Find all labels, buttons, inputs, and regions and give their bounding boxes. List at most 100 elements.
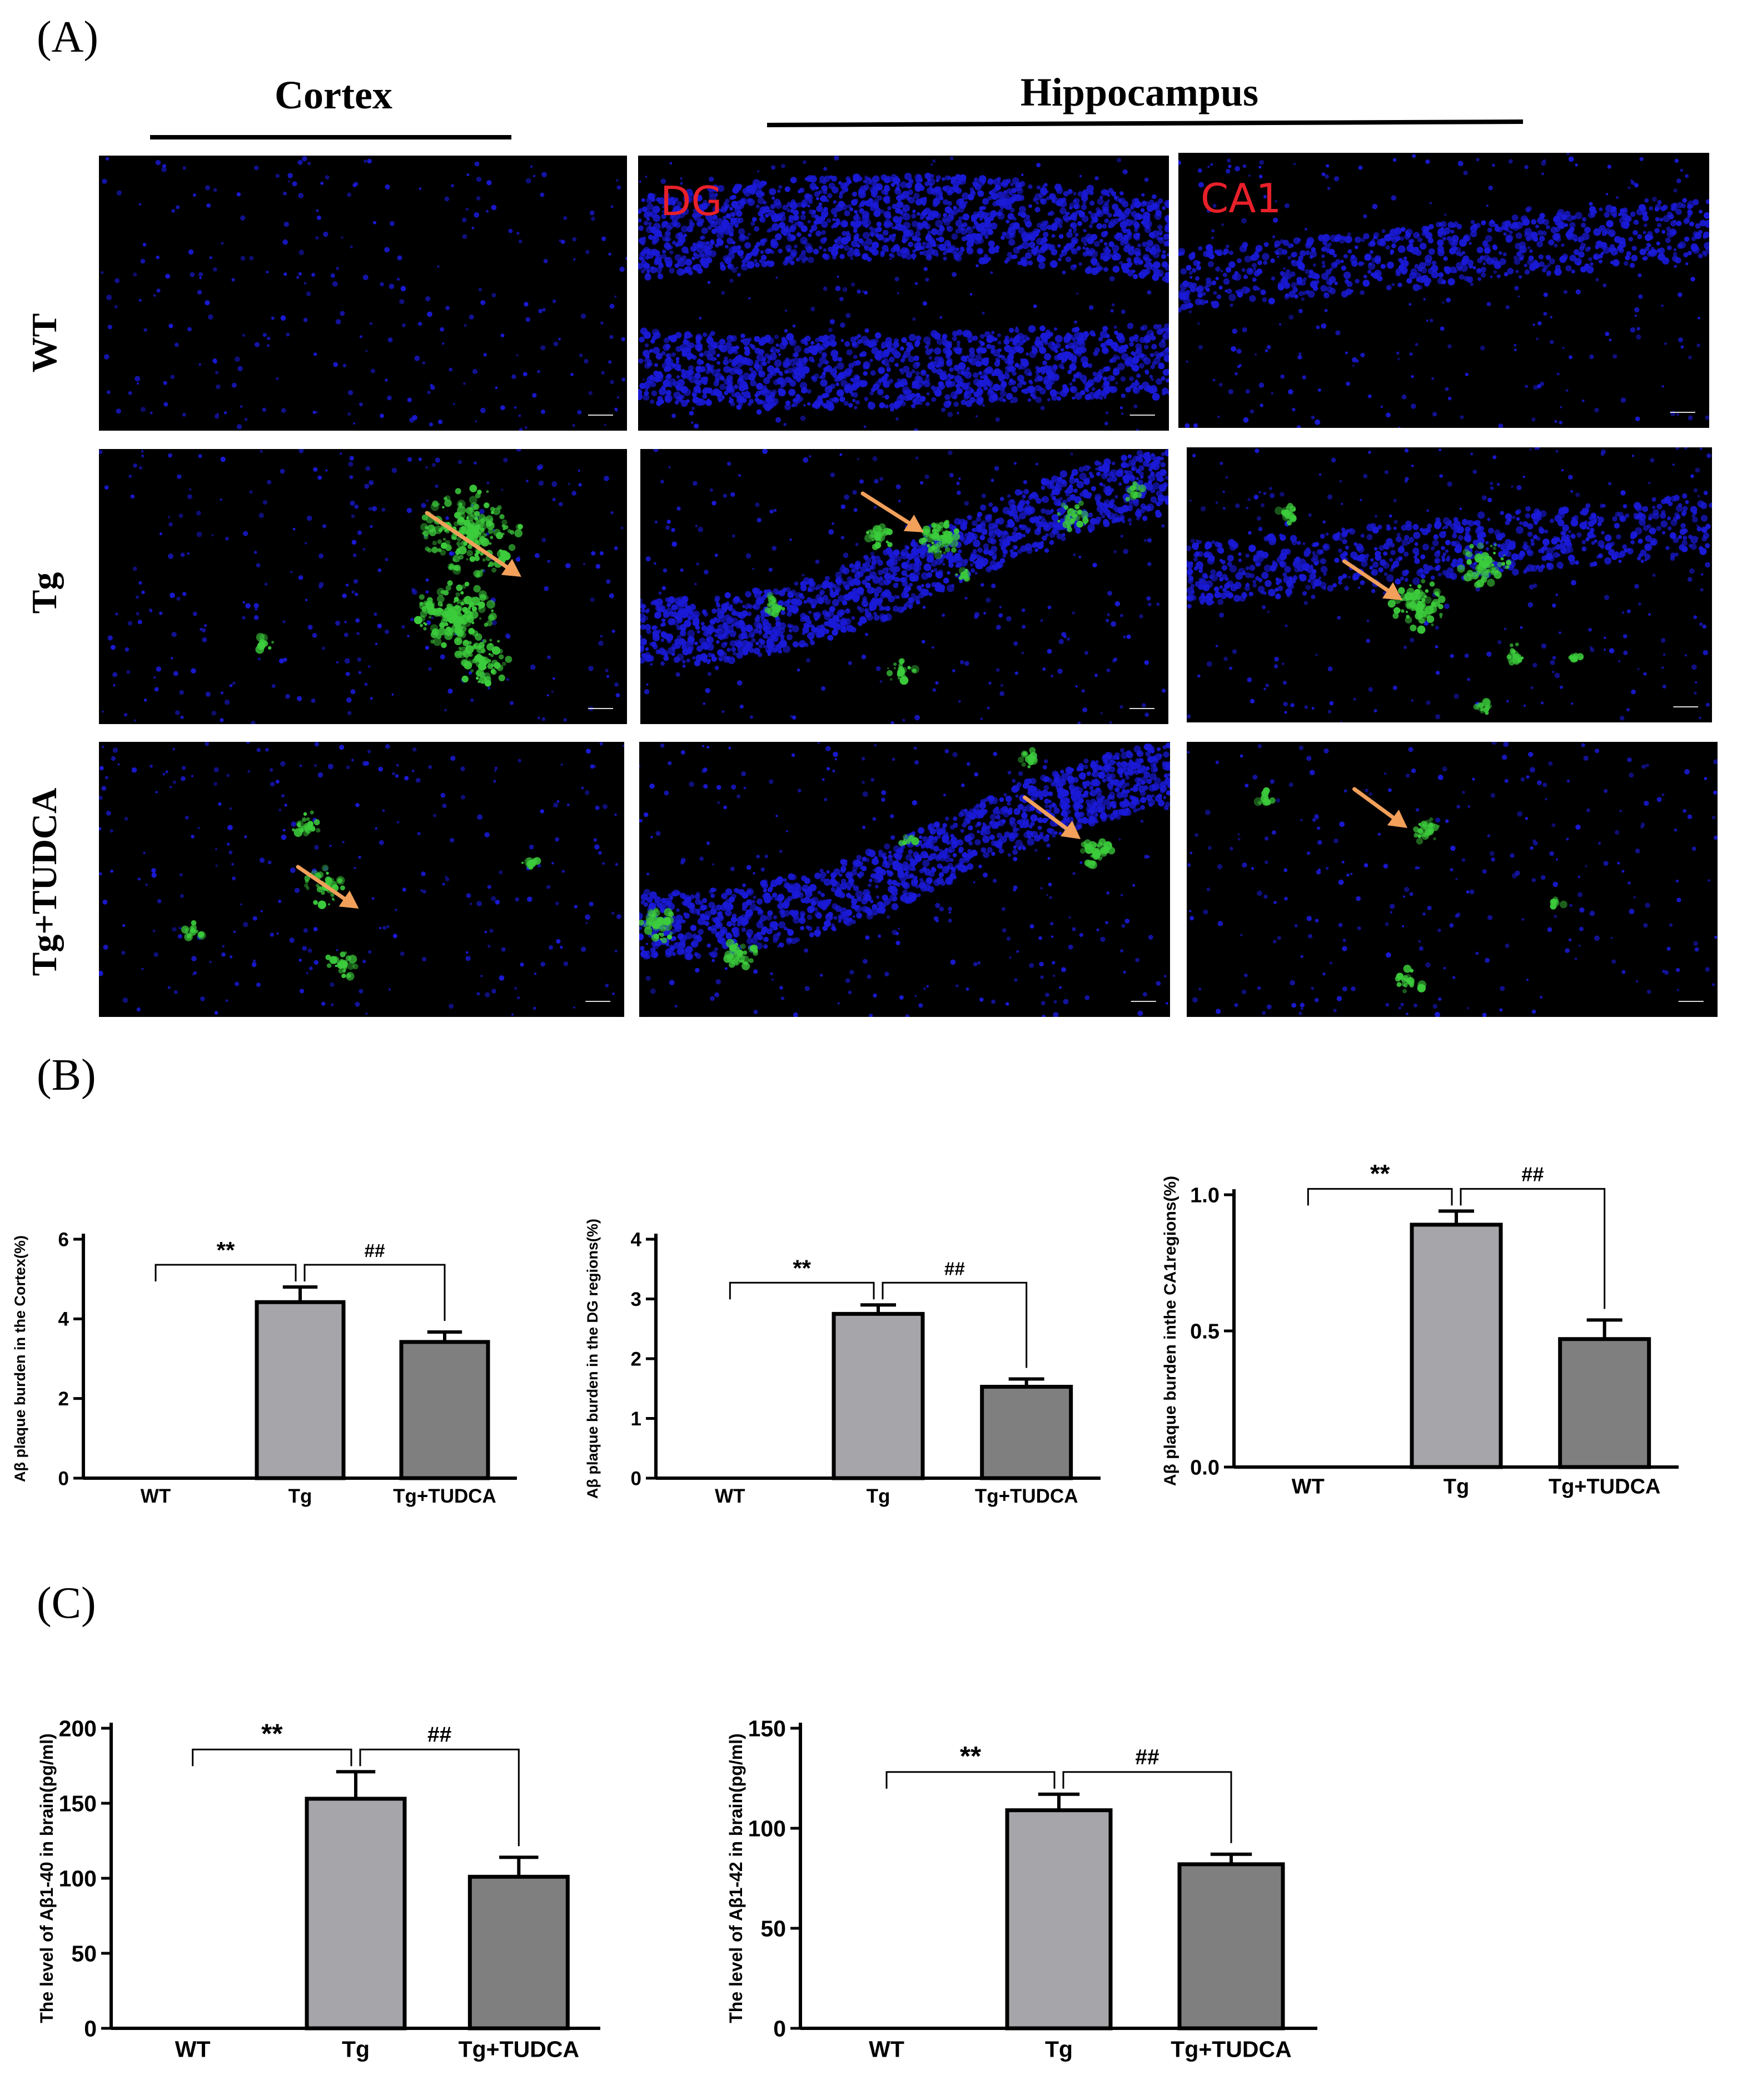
sig-label: **	[217, 1237, 235, 1263]
sig-bracket	[359, 1748, 520, 1847]
micrograph-wt-dg: DG	[638, 156, 1169, 431]
micrograph-tudca-cortex	[99, 742, 624, 1017]
y-tick-label: 150	[748, 1715, 786, 1741]
row-label-tg-tudca: Tg+TUDCA	[24, 787, 64, 976]
micro-svg	[639, 742, 1170, 1017]
panel-label-c: (C)	[37, 1579, 96, 1628]
sig-label: ##	[427, 1723, 452, 1747]
plaques	[1253, 787, 1567, 994]
bar	[832, 1311, 925, 1480]
micrograph-tg-dg	[640, 449, 1168, 724]
sig-bracket	[1460, 1188, 1606, 1309]
bar	[399, 1340, 490, 1480]
y-tick-label: 0	[84, 2016, 97, 2041]
chart-svg: Aβ plaque burden in the DG regions(%) 0 1 2…	[584, 1219, 1101, 1507]
sig-label: ##	[944, 1259, 965, 1279]
chart-svg: Aβ plaque burden in the Cortex(%) 0 2 4 6 WT T…	[12, 1229, 517, 1507]
arrow-icon	[1342, 559, 1402, 600]
y-tick-label: 0	[58, 1468, 69, 1489]
micrograph-tudca-ca1	[1187, 742, 1718, 1017]
plaques	[639, 747, 1116, 970]
chart-dg-plaque: Aβ plaque burden in the DG regions(%) 0 1 2…	[573, 1156, 1117, 1534]
chart-abeta-1-42: The level of Aβ1-42 in brain(pg/ml) 0 50 10…	[717, 1645, 1334, 2084]
y-tick-label: 200	[59, 1715, 97, 1741]
arrow-icon	[1352, 787, 1408, 828]
y-tick-label: 50	[71, 1941, 97, 1966]
plaques	[181, 810, 541, 981]
sig-label: ##	[365, 1241, 385, 1261]
plaques	[1275, 503, 1584, 715]
chart-cortex-plaque: Aβ plaque burden in the Cortex(%) 0 2 4 6 WT T…	[0, 1156, 534, 1534]
cortex-title: Cortex	[275, 73, 392, 117]
bar	[1558, 1337, 1651, 1469]
nuclei	[99, 449, 624, 724]
micro-svg	[638, 156, 1169, 431]
x-tick-label: WT	[175, 2036, 211, 2062]
micro-svg	[99, 449, 627, 724]
chart-svg: The level of Aβ1-40 in brain(pg/ml) 0 50 10…	[37, 1715, 600, 2062]
x-tick-label: Tg	[1444, 1475, 1469, 1499]
chart-svg: The level of Aβ1-42 in brain(pg/ml) 0 50 10…	[726, 1715, 1317, 2062]
sig-bracket	[155, 1264, 297, 1281]
y-tick-label: 3	[631, 1289, 641, 1310]
micrograph-tg-cortex	[99, 449, 627, 724]
y-axis-label: Aβ plaque burden in the Cortex(%)	[12, 1235, 28, 1482]
chart-svg: Aβ plaque burden inthe CA1regions(%) 0.0 0…	[1161, 1159, 1679, 1499]
y-tick-label: 150	[59, 1790, 97, 1816]
sig-bracket	[1062, 1771, 1232, 1843]
panel-label-b: (B)	[37, 1051, 96, 1100]
micrograph-tg-ca1	[1187, 447, 1712, 722]
nuclei	[99, 742, 624, 1016]
y-tick-label: 2	[631, 1348, 641, 1370]
sig-label: **	[1370, 1159, 1390, 1188]
arrow-icon	[1023, 795, 1081, 839]
micro-svg	[1187, 447, 1712, 722]
y-tick-label: 0.0	[1190, 1456, 1220, 1479]
row-label-wt: WT	[24, 313, 64, 373]
arrow-icon	[425, 511, 521, 577]
y-axis-label: Aβ plaque burden in the DG regions(%)	[584, 1219, 601, 1499]
x-tick-label: WT	[141, 1485, 171, 1507]
y-tick-label: 1	[631, 1408, 641, 1430]
micrograph-wt-cortex	[99, 156, 627, 431]
nuclei	[1178, 153, 1709, 428]
y-axis-label: The level of Aβ1-42 in brain(pg/ml)	[726, 1733, 746, 2023]
y-tick-label: 0	[631, 1468, 641, 1489]
y-tick-label: 50	[760, 1916, 786, 1941]
nuclei	[638, 156, 1169, 431]
sig-bracket	[1307, 1188, 1453, 1206]
y-tick-label: 1.0	[1190, 1184, 1220, 1207]
micro-svg	[99, 156, 627, 431]
x-tick-label: Tg	[867, 1485, 890, 1507]
arrow-icon	[296, 865, 359, 909]
micrograph-wt-ca1: CA1	[1178, 153, 1709, 428]
nuclei	[1187, 742, 1718, 1017]
row-label-tg: Tg	[24, 572, 64, 614]
y-tick-label: 4	[58, 1309, 69, 1330]
micro-svg	[1187, 742, 1718, 1017]
micrograph-tudca-dg	[639, 742, 1170, 1017]
sig-label: ##	[1135, 1745, 1159, 1769]
micro-svg	[1178, 153, 1709, 428]
x-tick-label: Tg+TUDCA	[1171, 2036, 1292, 2062]
y-tick-label: 100	[748, 1815, 786, 1841]
sig-label: **	[960, 1741, 982, 1772]
sig-bracket	[192, 1748, 352, 1767]
y-tick-label: 6	[58, 1229, 69, 1250]
bar	[255, 1300, 346, 1480]
bar	[305, 1797, 407, 2031]
sig-bracket	[303, 1264, 446, 1321]
x-tick-label: Tg	[288, 1485, 312, 1507]
plaques	[764, 481, 1147, 685]
sig-label: **	[261, 1718, 283, 1749]
sig-bracket	[882, 1281, 1028, 1368]
y-tick-label: 0.5	[1190, 1320, 1220, 1343]
x-tick-label: Tg+TUDCA	[975, 1485, 1078, 1507]
dg-tag: DG	[660, 178, 723, 225]
y-axis-label: The level of Aβ1-40 in brain(pg/ml)	[37, 1733, 57, 2023]
bar	[980, 1385, 1073, 1480]
x-tick-label: WT	[869, 2036, 904, 2062]
ca1-tag: CA1	[1201, 175, 1282, 222]
x-tick-label: Tg	[1045, 2036, 1073, 2062]
nuclei	[1187, 447, 1712, 722]
